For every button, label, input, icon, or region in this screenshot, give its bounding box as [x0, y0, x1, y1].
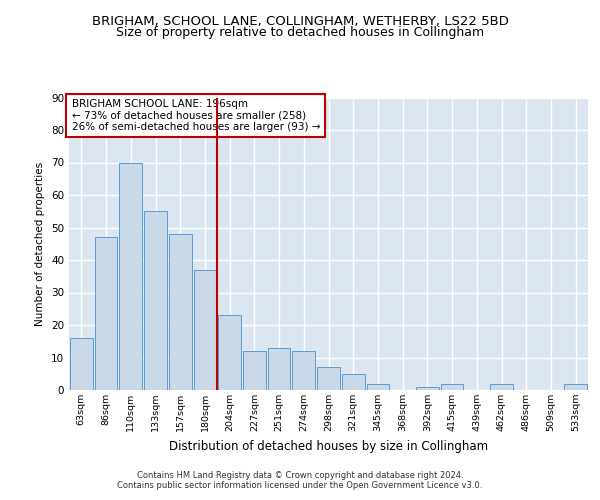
Bar — [416, 387, 439, 390]
Text: Contains HM Land Registry data © Crown copyright and database right 2024.: Contains HM Land Registry data © Crown c… — [137, 471, 463, 480]
Text: BRIGHAM SCHOOL LANE: 196sqm
← 73% of detached houses are smaller (258)
26% of se: BRIGHAM SCHOOL LANE: 196sqm ← 73% of det… — [71, 99, 320, 132]
Bar — [342, 374, 365, 390]
Bar — [564, 384, 587, 390]
Bar — [218, 316, 241, 390]
Text: Size of property relative to detached houses in Collingham: Size of property relative to detached ho… — [116, 26, 484, 39]
Bar — [144, 211, 167, 390]
Bar — [95, 238, 118, 390]
Bar — [70, 338, 93, 390]
Bar — [194, 270, 216, 390]
X-axis label: Distribution of detached houses by size in Collingham: Distribution of detached houses by size … — [169, 440, 488, 452]
Bar — [268, 348, 290, 390]
Text: Contains public sector information licensed under the Open Government Licence v3: Contains public sector information licen… — [118, 481, 482, 490]
Bar — [169, 234, 191, 390]
Bar — [243, 351, 266, 390]
Bar — [490, 384, 513, 390]
Text: BRIGHAM, SCHOOL LANE, COLLINGHAM, WETHERBY, LS22 5BD: BRIGHAM, SCHOOL LANE, COLLINGHAM, WETHER… — [92, 15, 508, 28]
Bar — [367, 384, 389, 390]
Bar — [317, 367, 340, 390]
Bar — [292, 351, 315, 390]
Bar — [119, 162, 142, 390]
Bar — [441, 384, 463, 390]
Y-axis label: Number of detached properties: Number of detached properties — [35, 162, 46, 326]
